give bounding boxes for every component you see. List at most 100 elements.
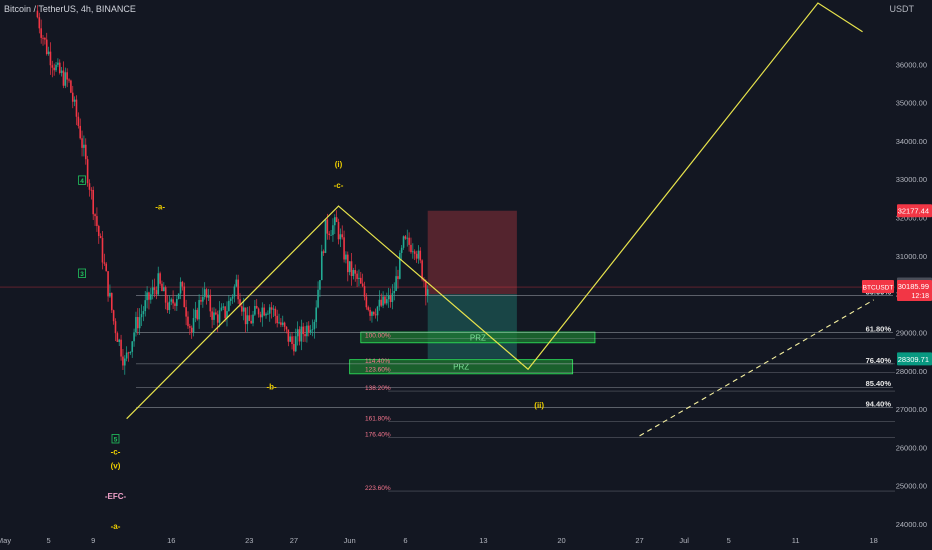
candle-body <box>326 219 329 234</box>
candle-body <box>328 233 331 236</box>
candle-body <box>129 351 132 354</box>
candle-body <box>58 62 61 73</box>
candle-body <box>123 358 126 366</box>
candle-body <box>423 279 425 282</box>
candle-body <box>406 237 409 239</box>
extension-level-label: 138.20% <box>365 385 391 392</box>
candle-body <box>356 273 358 279</box>
candle-body <box>90 189 93 191</box>
candle-body <box>66 72 68 80</box>
dashed-projection-line <box>639 299 874 437</box>
candle-body <box>343 237 345 260</box>
symbol-badge-label: BTCUSDT <box>863 285 894 292</box>
wave-label: 5 <box>114 436 118 443</box>
price-tick-label: 28000.00 <box>896 367 927 376</box>
retracement-level-label: 94.40% <box>866 400 892 409</box>
candle-body <box>313 321 316 330</box>
candle-body <box>417 250 420 259</box>
candle-body <box>386 299 388 304</box>
candle-body <box>255 305 258 309</box>
candle-body <box>109 292 111 297</box>
time-tick-label: Jul <box>679 536 689 545</box>
candle-body <box>421 260 423 280</box>
price-tick-label: 32000.00 <box>896 214 927 223</box>
candle-body <box>345 254 347 260</box>
time-tick-label: May <box>0 536 11 545</box>
time-tick-label: Jun <box>344 536 356 545</box>
candle-body <box>237 279 239 300</box>
candle-body <box>241 306 243 312</box>
candle-body <box>55 64 57 71</box>
candle-body <box>361 283 364 287</box>
candle-body <box>346 254 349 273</box>
candle-body <box>125 352 128 359</box>
candle-body <box>400 247 403 253</box>
wave-projection-line <box>126 2 863 420</box>
candle-body <box>298 329 301 342</box>
candle-body <box>322 251 325 253</box>
wave-label: 4 <box>80 178 84 185</box>
candle-body <box>144 300 147 312</box>
wave-count-box <box>78 268 86 278</box>
candle-body <box>348 261 351 273</box>
candle-body <box>207 294 210 298</box>
prz-zone <box>360 331 596 344</box>
candle-body <box>146 292 148 301</box>
price-tick-label: 29000.00 <box>896 328 927 337</box>
price-axis[interactable]: 36000.00 35000.00 34000.00 33000.00 32000.00… <box>862 60 932 529</box>
candle-body <box>293 344 295 352</box>
candle-body <box>382 296 384 306</box>
candle-body <box>425 281 427 296</box>
candle-body <box>254 305 256 315</box>
candle-body <box>203 289 206 297</box>
candle-body <box>367 307 370 310</box>
time-tick-label: 5 <box>47 536 51 545</box>
wave-label: (ii) <box>534 401 544 410</box>
candle-body <box>118 339 121 342</box>
candle-body <box>64 72 67 86</box>
candle-body <box>192 318 195 333</box>
extension-level-label: 161.80% <box>365 415 391 422</box>
candle-body <box>187 316 189 327</box>
candle-body <box>333 217 336 226</box>
candle-body <box>53 67 55 71</box>
candle-body <box>224 306 226 319</box>
wave-label: -a- <box>155 203 165 212</box>
candle-body <box>45 39 48 55</box>
candle-body <box>216 314 219 323</box>
candle-body <box>389 295 392 303</box>
candle-body <box>213 312 215 320</box>
candle-body <box>335 217 338 223</box>
wave-layer <box>126 2 874 437</box>
candle-body <box>159 273 161 284</box>
candle-body <box>369 309 371 316</box>
candle-body <box>142 311 145 315</box>
candle-body <box>135 317 137 333</box>
candle-body <box>150 294 152 300</box>
candle-body <box>157 273 160 295</box>
candle-body <box>194 309 197 319</box>
candle-body <box>371 311 373 316</box>
candle-body <box>287 329 290 342</box>
price-badge-label: 32177.44 <box>898 207 929 216</box>
candle-body <box>88 183 91 190</box>
extension-level-label: 176.40% <box>365 431 391 438</box>
candle-body <box>107 271 109 297</box>
candle-body <box>116 333 119 342</box>
candle-body <box>360 277 362 284</box>
candle-body <box>200 300 202 302</box>
candle-body <box>391 293 394 303</box>
time-axis[interactable]: May 5 9 16 23 27 Jun 6 13 20 27 Jul 5 11 18 <box>0 536 878 545</box>
candle-body <box>274 308 277 316</box>
candle-body <box>96 216 98 227</box>
candle-body <box>267 313 269 315</box>
candle-body <box>270 307 273 310</box>
candle-body <box>426 289 429 296</box>
candle-body <box>397 276 399 279</box>
candle-body <box>248 315 251 321</box>
candle-body <box>42 37 44 39</box>
prz-zone <box>349 359 574 375</box>
candle-body <box>263 307 265 316</box>
